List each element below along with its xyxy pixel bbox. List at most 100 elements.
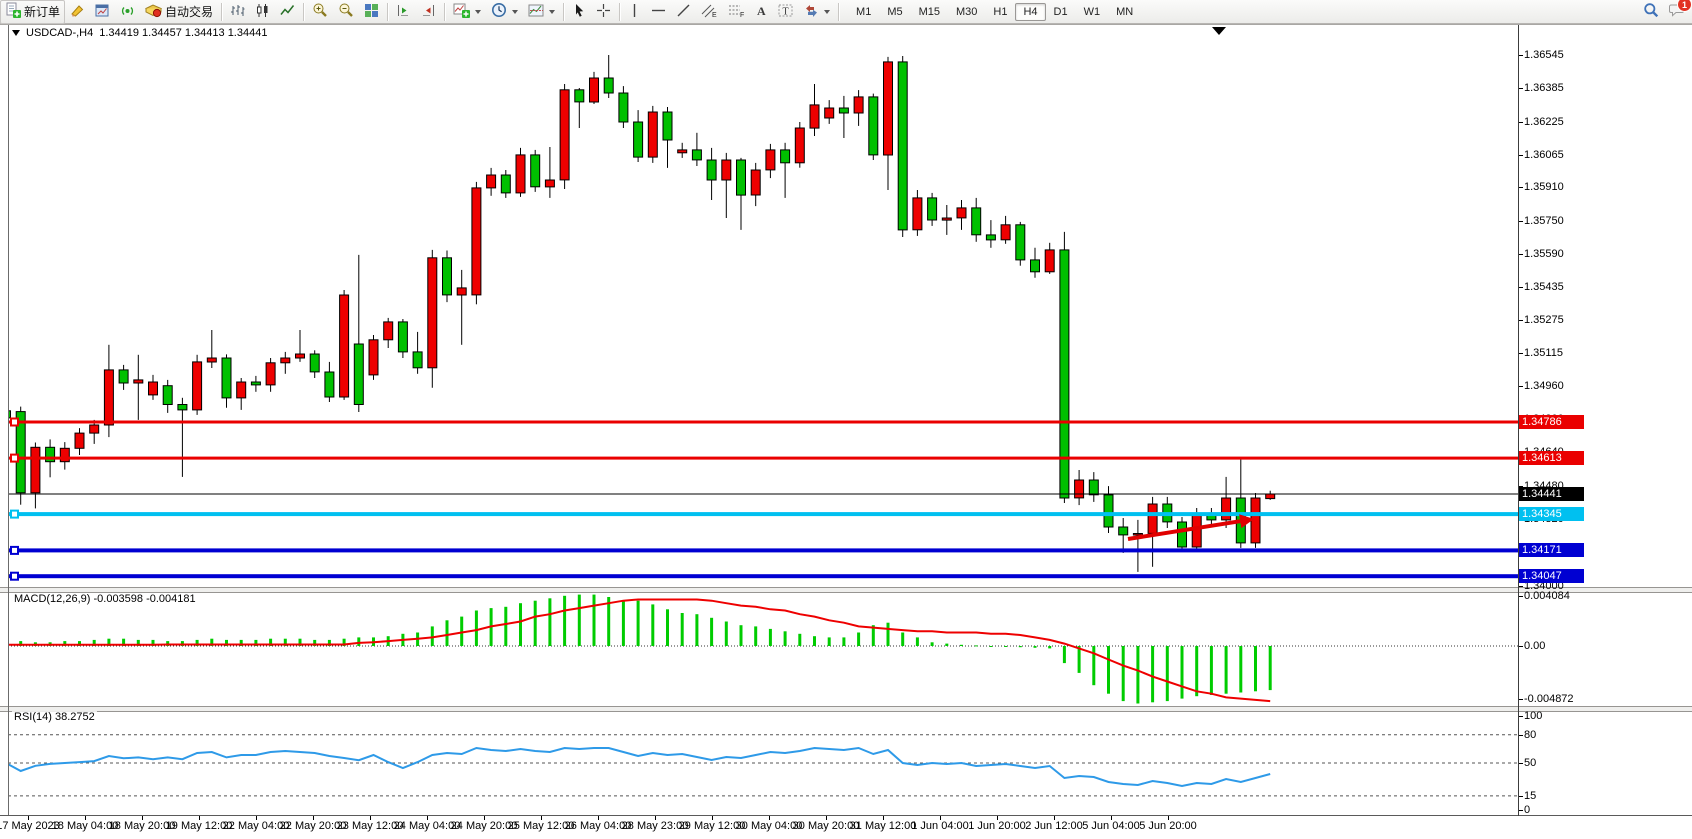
time-axis-tick [484, 816, 485, 820]
crosshair-tool-button[interactable] [591, 0, 616, 24]
chevron-down-icon[interactable] [824, 9, 831, 14]
indicators-button[interactable] [448, 0, 486, 24]
horizontal-level-line[interactable] [8, 420, 1518, 424]
market-watch-button[interactable] [90, 0, 115, 24]
price-axis-tick [1518, 586, 1523, 587]
candle-body [927, 197, 938, 221]
notification-badge[interactable]: 1 [1677, 0, 1692, 12]
candle-body [162, 385, 173, 406]
chevron-down-icon[interactable] [512, 9, 519, 14]
time-axis-label: 25 May 12:00 [507, 820, 575, 832]
chevron-down-icon[interactable] [549, 9, 556, 14]
toolbar-separator [303, 2, 305, 21]
rsi-axis-label: 80 [1524, 729, 1537, 741]
styles-button[interactable] [65, 0, 90, 24]
templates-button[interactable] [523, 0, 560, 24]
price-axis-label: 1.35750 [1524, 215, 1564, 227]
fibonacci-tool-button[interactable]: F [723, 0, 750, 24]
tile-windows-button[interactable] [359, 0, 384, 24]
candle-body [883, 61, 893, 156]
time-axis-tick [313, 816, 314, 820]
zoom-out-button[interactable] [333, 0, 359, 24]
equidistant-channel-tool-button[interactable]: E [696, 0, 723, 24]
macd-panel[interactable] [8, 591, 1518, 707]
price-chart-panel[interactable] [8, 40, 1518, 588]
macd-histogram-bar [1077, 646, 1081, 673]
timeframe-MN[interactable]: MN [1116, 5, 1134, 18]
macd-histogram-bar [1195, 646, 1199, 697]
macd-histogram-bar [92, 639, 96, 646]
horizontal-level-line[interactable] [8, 456, 1518, 460]
arrow-head[interactable] [1239, 514, 1254, 529]
panel-separator[interactable] [0, 587, 1692, 593]
line-handle[interactable] [10, 509, 19, 519]
main-toolbar: 新订单 自动交易 E F A T M1 M5 M15 M30 H1 H4 D1 W1 MN 1 [0, 0, 1692, 24]
timeframe-D1[interactable]: D1 [1053, 5, 1068, 18]
horizontal-level-line[interactable] [8, 548, 1518, 553]
candle-body [486, 174, 497, 189]
timeframe-M5[interactable]: M5 [887, 5, 903, 18]
chat-icon[interactable]: 1 [1669, 0, 1692, 21]
candlestick-chart-button[interactable] [250, 0, 275, 24]
horizontal-line-tool-button[interactable] [646, 0, 671, 24]
timeframe-H4[interactable]: H4 [1015, 2, 1046, 21]
rsi-panel[interactable] [8, 710, 1518, 815]
bar-chart-button[interactable] [225, 0, 250, 24]
timeframe-M30[interactable]: M30 [956, 5, 978, 18]
zoom-in-icon [312, 2, 328, 21]
candle-body [206, 357, 217, 363]
macd-histogram-bar [798, 633, 802, 646]
cursor-tool-button[interactable] [567, 0, 591, 24]
macd-histogram-bar [519, 603, 522, 646]
timeframe-W1[interactable]: W1 [1083, 5, 1101, 18]
crayon-icon [70, 3, 85, 21]
time-axis-tick [655, 816, 656, 820]
time-axis-tick [541, 816, 542, 820]
line-handle[interactable] [10, 453, 19, 463]
arrows-tool-button[interactable] [799, 0, 835, 24]
chart-shift-button[interactable] [416, 0, 441, 24]
vertical-line-tool-button[interactable] [623, 0, 646, 24]
periods-button[interactable] [486, 0, 523, 24]
chart-shift-marker-icon[interactable] [1212, 27, 1226, 35]
macd-histogram-bar [886, 622, 890, 646]
candlestick-icon [255, 3, 270, 21]
macd-histogram-bar [915, 637, 919, 646]
time-axis-label: 30 May 04:00 [735, 820, 803, 832]
macd-histogram-bar [1151, 646, 1155, 703]
candle-body [912, 197, 923, 231]
horizontal-level-line[interactable] [8, 574, 1518, 579]
line-handle[interactable] [10, 417, 19, 427]
candle-body [530, 154, 541, 188]
timeframe-H1[interactable]: H1 [993, 5, 1008, 18]
new-order-button[interactable]: 新订单 [0, 0, 66, 24]
candle-body [500, 174, 511, 194]
candle-body [868, 96, 879, 156]
svg-text:E: E [712, 12, 717, 18]
zoom-in-button[interactable] [307, 0, 333, 24]
auto-trading-button[interactable]: 自动交易 [140, 0, 218, 24]
text-tool-button[interactable]: A [750, 0, 773, 24]
arrows-icon [804, 3, 819, 21]
trendline-tool-button[interactable] [671, 0, 696, 24]
line-handle[interactable] [10, 545, 19, 555]
panel-separator[interactable] [0, 706, 1692, 712]
arrow-annotation[interactable] [1127, 519, 1241, 541]
time-axis-label: 23 May 12:00 [336, 820, 404, 832]
signals-button[interactable] [115, 0, 140, 24]
line-handle[interactable] [10, 571, 19, 581]
auto-scroll-button[interactable] [391, 0, 416, 24]
search-icon[interactable] [1643, 2, 1659, 21]
candle-body [809, 104, 820, 129]
horizontal-level-line[interactable] [8, 512, 1518, 517]
chevron-down-icon[interactable] [12, 30, 20, 36]
macd-histogram-bar [563, 595, 567, 646]
chevron-down-icon[interactable] [475, 9, 482, 14]
timeframe-M15[interactable]: M15 [918, 5, 940, 18]
new-order-button-label: 新订单 [24, 5, 61, 19]
timeframe-M1[interactable]: M1 [856, 5, 872, 18]
macd-histogram-bar [327, 639, 331, 646]
text-label-tool-button[interactable]: T [773, 0, 799, 24]
toolbar-separator [619, 2, 621, 21]
line-chart-button[interactable] [275, 0, 300, 24]
